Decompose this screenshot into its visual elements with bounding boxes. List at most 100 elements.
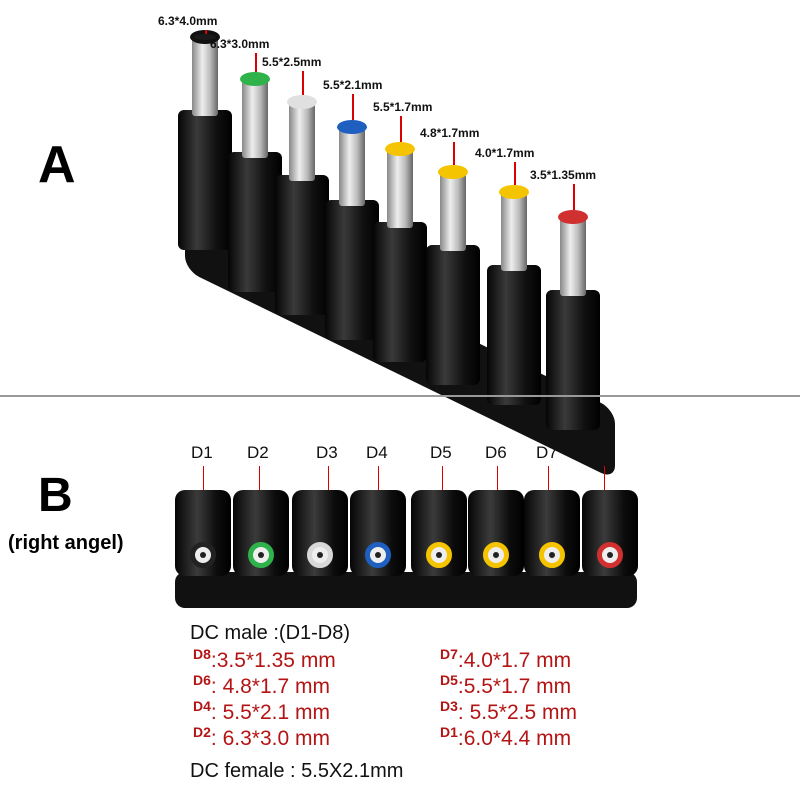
connector-tip bbox=[440, 171, 466, 251]
connector-tip bbox=[501, 191, 527, 271]
leader-line bbox=[604, 466, 605, 490]
plug-label: D8 bbox=[592, 443, 614, 462]
leader-line bbox=[205, 30, 207, 34]
leader-line bbox=[302, 71, 304, 95]
connector-body bbox=[426, 245, 480, 385]
spec-value: :6.0*4.4 mm bbox=[457, 727, 572, 750]
leader-line bbox=[378, 466, 379, 490]
leader-line bbox=[259, 466, 260, 490]
spec-id: D7 bbox=[440, 646, 458, 662]
connector-body bbox=[178, 110, 232, 250]
spec-value: : 5.5*2.1 mm bbox=[210, 701, 330, 724]
spec-value: : 5.5*2.5 mm bbox=[457, 701, 577, 724]
connector-tip bbox=[289, 101, 315, 181]
connector-b bbox=[411, 490, 467, 576]
connector-b bbox=[524, 490, 580, 576]
connector-tip bbox=[339, 126, 365, 206]
leader-line bbox=[442, 466, 443, 490]
spec-id: D2 bbox=[193, 724, 211, 740]
leader-line bbox=[514, 162, 516, 185]
size-label: 4.0*1.7mm bbox=[475, 146, 535, 160]
spec-row: D8:3.5*1.35 mm bbox=[193, 646, 336, 673]
connector-body bbox=[487, 265, 541, 405]
panel-b-letter: B bbox=[38, 469, 73, 522]
connector-tip bbox=[192, 36, 218, 116]
plug-label: D2 bbox=[247, 443, 269, 462]
size-label: 6.3*4.0mm bbox=[158, 14, 218, 28]
panel-b-tray bbox=[175, 572, 637, 608]
connector-face bbox=[597, 542, 623, 568]
connector-b bbox=[233, 490, 289, 576]
leader-line bbox=[255, 53, 257, 72]
connector-ring bbox=[385, 142, 415, 156]
connector-face bbox=[539, 542, 565, 568]
connector-ring bbox=[499, 185, 529, 199]
spec-row: D1:6.0*4.4 mm bbox=[440, 724, 571, 751]
spec-row: D2: 6.3*3.0 mm bbox=[193, 724, 330, 751]
plug-label: D3 bbox=[316, 443, 338, 462]
size-label: 6.3*3.0mm bbox=[210, 37, 270, 51]
plug-label: D6 bbox=[485, 443, 507, 462]
connector-body bbox=[546, 290, 600, 430]
divider bbox=[0, 395, 800, 397]
connector-ring bbox=[438, 165, 468, 179]
spec-row: D3: 5.5*2.5 mm bbox=[440, 698, 577, 725]
connector-ring bbox=[558, 210, 588, 224]
connector-body bbox=[325, 200, 379, 340]
leader-line bbox=[548, 466, 549, 490]
connector-face bbox=[483, 542, 509, 568]
plug-label: D1 bbox=[191, 443, 213, 462]
connector-face bbox=[426, 542, 452, 568]
leader-line bbox=[203, 466, 204, 490]
size-label: 5.5*2.1mm bbox=[323, 78, 383, 92]
panel-a-letter: A bbox=[38, 136, 76, 194]
spec-value: :4.0*1.7 mm bbox=[457, 649, 572, 672]
spec-id: D3 bbox=[440, 698, 458, 714]
plug-label: D5 bbox=[430, 443, 452, 462]
leader-line bbox=[573, 184, 575, 210]
panel-b-subtitle: (right angel) bbox=[8, 532, 124, 554]
spec-row: D7:4.0*1.7 mm bbox=[440, 646, 571, 673]
plug-label: D7 bbox=[536, 443, 558, 462]
leader-line bbox=[352, 94, 354, 120]
connector-b bbox=[582, 490, 638, 576]
spec-id: D5 bbox=[440, 672, 458, 688]
spec-value: :3.5*1.35 mm bbox=[210, 649, 336, 672]
connector-face bbox=[248, 542, 274, 568]
connector-face bbox=[365, 542, 391, 568]
female-spec: DC female : 5.5X2.1mm bbox=[190, 760, 404, 782]
connector-b bbox=[292, 490, 348, 576]
spec-row: D6: 4.8*1.7 mm bbox=[193, 672, 330, 699]
leader-line bbox=[400, 116, 402, 142]
connector-b bbox=[175, 490, 231, 576]
male-heading: DC male :(D1-D8) bbox=[190, 622, 351, 644]
size-label: 5.5*1.7mm bbox=[373, 100, 433, 114]
size-label: 3.5*1.35mm bbox=[530, 168, 597, 182]
connector-body bbox=[373, 222, 427, 362]
connector-ring bbox=[337, 120, 367, 134]
connector-body bbox=[228, 152, 282, 292]
spec-id: D4 bbox=[193, 698, 211, 714]
leader-line bbox=[453, 142, 455, 165]
size-label: 4.8*1.7mm bbox=[420, 126, 480, 140]
spec-value: : 4.8*1.7 mm bbox=[210, 675, 330, 698]
connector-face bbox=[190, 542, 216, 568]
connector-b bbox=[468, 490, 524, 576]
leader-line bbox=[328, 466, 329, 490]
spec-value: :5.5*1.7 mm bbox=[457, 675, 572, 698]
spec-row: D4: 5.5*2.1 mm bbox=[193, 698, 330, 725]
spec-id: D6 bbox=[193, 672, 211, 688]
plug-label: D4 bbox=[366, 443, 388, 462]
connector-b bbox=[350, 490, 406, 576]
connector-tip bbox=[242, 78, 268, 158]
spec-value: : 6.3*3.0 mm bbox=[210, 727, 330, 750]
connector-ring bbox=[287, 95, 317, 109]
spec-id: D8 bbox=[193, 646, 211, 662]
connector-face bbox=[307, 542, 333, 568]
connector-tip bbox=[560, 216, 586, 296]
connector-ring bbox=[240, 72, 270, 86]
spec-id: D1 bbox=[440, 724, 458, 740]
leader-line bbox=[497, 466, 498, 490]
connector-body bbox=[275, 175, 329, 315]
spec-row: D5:5.5*1.7 mm bbox=[440, 672, 571, 699]
